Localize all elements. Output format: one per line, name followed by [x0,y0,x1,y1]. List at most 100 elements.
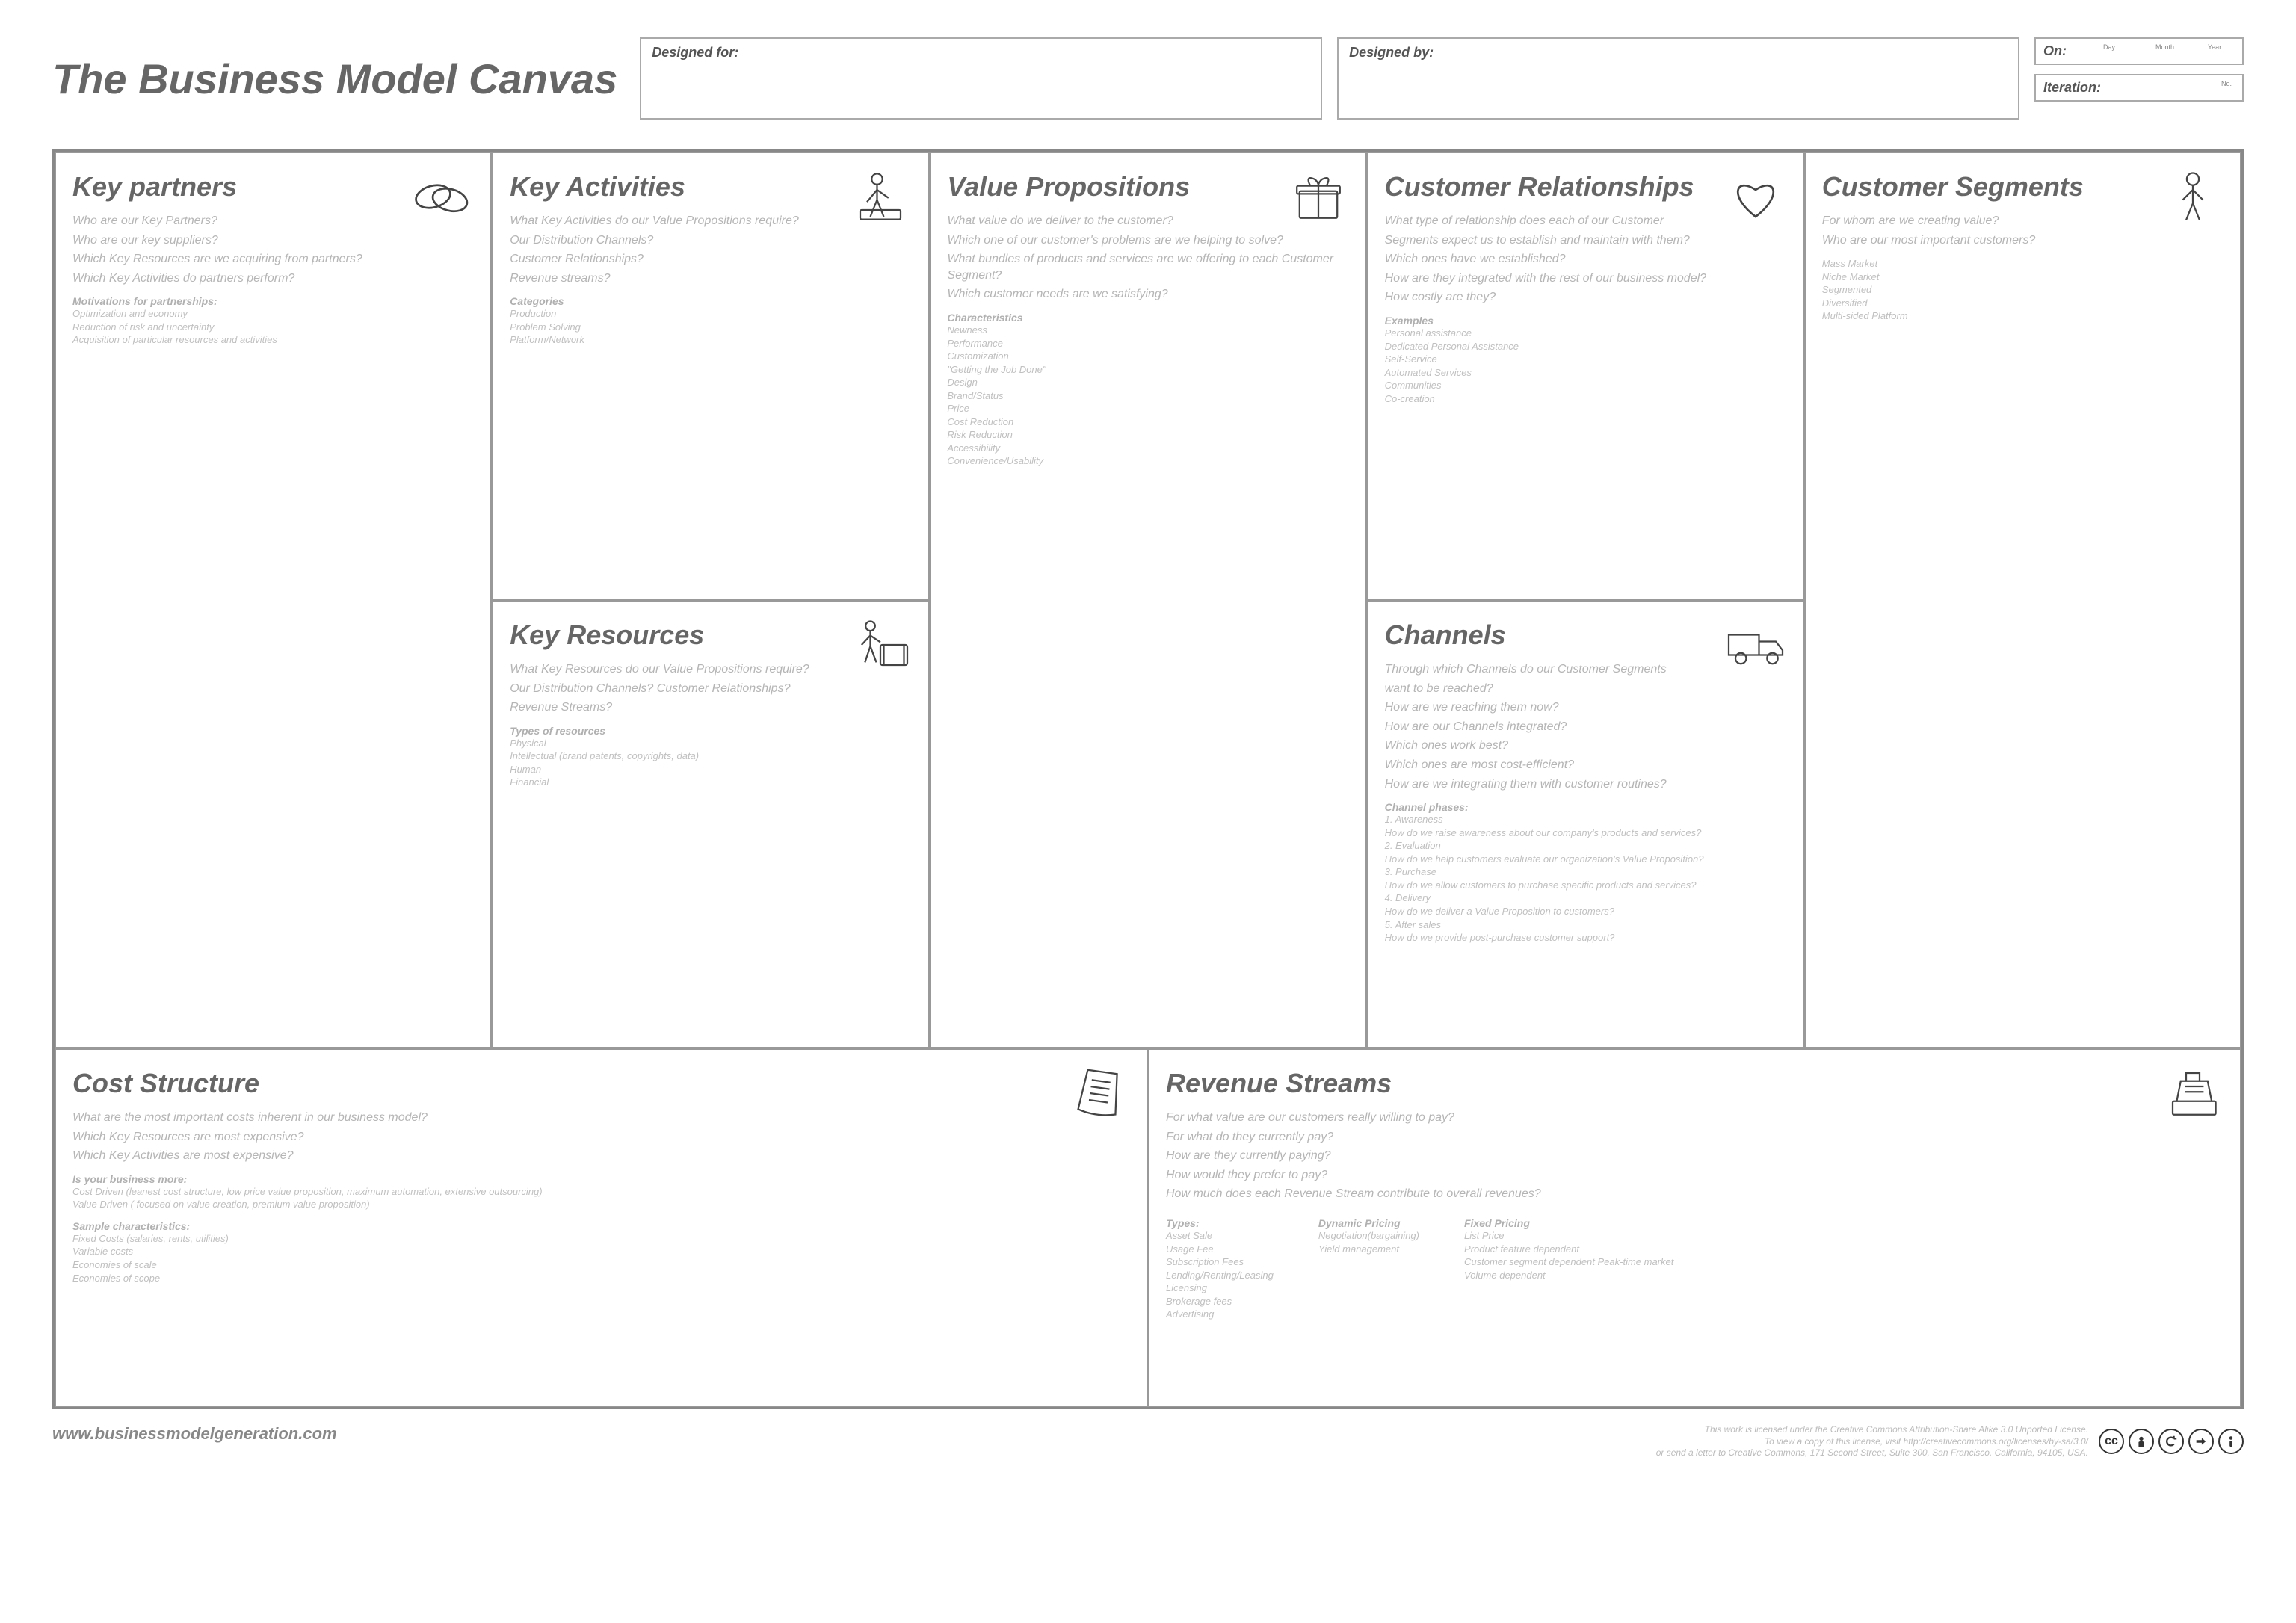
list-item: Self-Service [1385,353,1786,366]
list-item: Fixed Costs (salaries, rents, utilities) [72,1232,1130,1246]
designed-for-label: Designed for: [652,45,1310,61]
on-month: Month [2155,43,2174,51]
list-item: Performance [947,337,1348,350]
cell-key-resources[interactable]: Key Resources What Key Resources do our … [492,600,929,1048]
list-item: Negotiation(bargaining) [1318,1229,1419,1243]
designed-by-box[interactable]: Designed by: [1337,37,2019,120]
cell-customer-segments[interactable]: Customer Segments For whom are we creati… [1804,152,2241,1048]
list-item: Accessibility [947,442,1348,455]
cost-prompts: What are the most important costs inhere… [72,1110,1130,1164]
cost-sub2: Fixed Costs (salaries, rents, utilities)… [72,1232,1130,1285]
list-item: Which one of our customer's problems are… [947,232,1348,249]
kr-subhead: Types of resources [510,725,911,737]
list-item: Which Key Activities do partners perform… [72,270,474,287]
list-item: want to be reached? [1385,681,1786,697]
list-item: How costly are they? [1385,289,1786,306]
list-item: Cost Driven (leanest cost structure, low… [72,1185,1130,1199]
list-item: How are we integrating them with custome… [1385,776,1786,793]
list-item: List Price [1464,1229,1673,1243]
list-item: What bundles of products and services ar… [947,251,1348,283]
list-item: "Getting the Job Done" [947,363,1348,377]
list-item: 2. Evaluation [1385,839,1786,853]
footer-url: www.businessmodelgeneration.com [52,1424,337,1444]
canvas: Key partners Who are our Key Partners?Wh… [52,149,2244,1409]
list-item: Multi-sided Platform [1822,309,2224,323]
cc-attribution-icon [2218,1429,2244,1454]
on-box[interactable]: On: Day Month Year [2034,37,2244,65]
cell-key-activities[interactable]: Key Activities What Key Activities do ou… [492,152,929,600]
license-text: This work is licensed under the Creative… [1656,1424,2088,1459]
list-item: Economies of scale [72,1258,1130,1272]
designed-for-box[interactable]: Designed for: [640,37,1322,120]
iteration-box[interactable]: Iteration: No. [2034,74,2244,102]
list-item: Diversified [1822,297,2224,310]
list-item: Lending/Renting/Leasing [1166,1269,1274,1282]
list-item: How do we raise awareness about our comp… [1385,826,1786,840]
cost-sub1head: Is your business more: [72,1173,1130,1185]
cell-revenue-streams[interactable]: Revenue Streams For what value are our c… [1148,1048,2241,1407]
rev-fixed: List PriceProduct feature dependentCusto… [1464,1229,1673,1282]
cs-subitems: Mass MarketNiche MarketSegmentedDiversif… [1822,257,2224,323]
list-item: Mass Market [1822,257,2224,270]
heart-icon [1722,167,1789,226]
list-item: What are the most important costs inhere… [72,1110,1130,1126]
list-item: Our Distribution Channels? [510,232,911,249]
list-item: Which ones are most cost-efficient? [1385,757,1786,773]
list-item: Which ones have we established? [1385,251,1786,268]
list-item: Value Driven ( focused on value creation… [72,1198,1130,1211]
kp-subhead: Motivations for partnerships: [72,295,474,307]
rev-dyn: Negotiation(bargaining)Yield management [1318,1229,1419,1255]
list-item: For what do they currently pay? [1166,1129,2224,1146]
truck-icon [1722,615,1789,675]
list-item: Product feature dependent [1464,1243,1673,1256]
list-item: How do we allow customers to purchase sp… [1385,879,1786,892]
list-item: How are we reaching them now? [1385,699,1786,716]
on-label: On: [2043,43,2067,58]
list-item: Co-creation [1385,392,1786,406]
worker-icon [847,167,914,226]
rev-fixed-label: Fixed Pricing [1464,1217,1673,1229]
list-item: Human [510,763,911,776]
list-item: Reduction of risk and uncertainty [72,321,474,334]
list-item: Subscription Fees [1166,1255,1274,1269]
cell-value-propositions[interactable]: Value Propositions What value do we deli… [929,152,1366,1048]
cc-icon: cc [2099,1429,2124,1454]
list-item: Advertising [1166,1308,1274,1321]
list-item: Our Distribution Channels? Customer Rela… [510,681,911,697]
list-item: Niche Market [1822,270,2224,284]
list-item: How do we help customers evaluate our or… [1385,853,1786,866]
list-item: Personal assistance [1385,327,1786,340]
list-item: Problem Solving [510,321,911,334]
bottom-grid: Cost Structure What are the most importa… [55,1048,2241,1407]
list-item: Segmented [1822,283,2224,297]
list-item: Brokerage fees [1166,1295,1274,1308]
cell-cost-structure[interactable]: Cost Structure What are the most importa… [55,1048,1148,1407]
cell-channels[interactable]: Channels Through which Channels do our C… [1367,600,1804,1048]
ka-subitems: ProductionProblem SolvingPlatform/Networ… [510,307,911,347]
cc-sa-icon [2158,1429,2184,1454]
list-item: Licensing [1166,1282,1274,1295]
resources-icon [847,615,914,675]
cost-sub2head: Sample characteristics: [72,1220,1130,1232]
cr-prompts: What type of relationship does each of o… [1385,213,1786,306]
list-item: Physical [510,737,911,750]
footer-right: This work is licensed under the Creative… [1656,1424,2244,1459]
footer: www.businessmodelgeneration.com This wor… [52,1424,2244,1459]
iteration-no: No. [2221,80,2232,87]
list-item: Dedicated Personal Assistance [1385,340,1786,353]
rev-title: Revenue Streams [1166,1068,2224,1099]
cr-subhead: Examples [1385,315,1786,327]
kp-subitems: Optimization and economyReduction of ris… [72,307,474,347]
list-item: Automated Services [1385,366,1786,380]
cr-subitems: Personal assistanceDedicated Personal As… [1385,327,1786,405]
list-item: Which Key Resources are most expensive? [72,1129,1130,1146]
cell-key-partners[interactable]: Key partners Who are our Key Partners?Wh… [55,152,492,1048]
list-item: Economies of scope [72,1272,1130,1285]
link-icon [410,167,477,226]
list-item: Convenience/Usability [947,454,1348,468]
top-grid: Key partners Who are our Key Partners?Wh… [55,152,2241,1048]
list-item: Acquisition of particular resources and … [72,333,474,347]
list-item: How are they integrated with the rest of… [1385,270,1786,287]
cell-customer-relationships[interactable]: Customer Relationships What type of rela… [1367,152,1804,600]
list-item: Production [510,307,911,321]
